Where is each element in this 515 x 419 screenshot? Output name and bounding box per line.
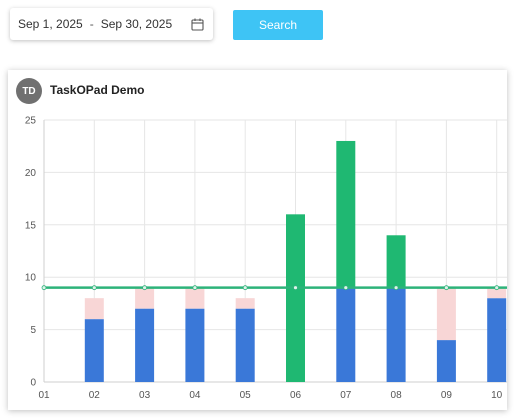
x-tick-label: 04	[189, 390, 201, 401]
y-tick-label: 25	[25, 116, 37, 127]
card-header: TD TaskOPad Demo	[8, 70, 507, 110]
bar-series-2	[336, 140, 356, 288]
reference-point	[142, 285, 148, 291]
reference-point	[91, 285, 97, 291]
calendar-icon[interactable]	[189, 16, 205, 32]
reference-point	[293, 285, 298, 291]
x-tick-label: 07	[340, 390, 352, 401]
bar-series-2	[286, 214, 305, 382]
bar-series-3	[235, 298, 255, 309]
y-tick-label: 0	[30, 378, 36, 389]
date-separator: -	[89, 17, 94, 31]
x-tick-label: 05	[240, 390, 252, 401]
bar-series-3	[436, 287, 456, 341]
reference-point	[41, 285, 47, 291]
reference-point	[242, 285, 248, 291]
x-tick-label: 01	[38, 390, 50, 401]
bar-series-1	[84, 319, 104, 382]
date-range-picker[interactable]: Sep 1, 2025 - Sep 30, 2025	[10, 8, 213, 40]
y-tick-label: 10	[25, 273, 37, 284]
bar-series-3	[135, 287, 155, 309]
card-title: TaskOPad Demo	[50, 83, 145, 97]
reference-point	[494, 285, 500, 291]
x-tick-label: 06	[290, 390, 302, 401]
avatar: TD	[16, 78, 42, 104]
x-tick-label: 03	[139, 390, 151, 401]
bar-series-1	[185, 308, 205, 382]
y-tick-label: 20	[25, 168, 37, 179]
bar-series-1	[336, 287, 356, 382]
y-tick-label: 5	[30, 325, 36, 336]
bar-series-1	[235, 308, 255, 382]
end-date[interactable]: Sep 30, 2025	[100, 17, 173, 31]
search-button[interactable]: Search	[233, 10, 323, 40]
bar-series-1	[386, 287, 406, 382]
reference-point	[443, 285, 449, 291]
bar-series-3	[185, 287, 205, 309]
x-tick-label: 09	[441, 390, 453, 401]
bar-series-1	[135, 308, 155, 382]
reference-point	[192, 285, 198, 291]
x-tick-label: 10	[491, 390, 503, 401]
bar-series-2	[386, 235, 406, 288]
reference-point	[393, 285, 399, 291]
chart-card: TD TaskOPad Demo 0 5 10 15 20 25 01 02 03 04 05 06 0…	[8, 70, 507, 410]
x-tick-label: 08	[391, 390, 403, 401]
x-tick-label: 02	[89, 390, 101, 401]
bar-series-3	[84, 298, 104, 320]
bar-series-1	[487, 298, 507, 382]
bar-series-3	[487, 287, 507, 299]
reference-point	[343, 285, 349, 291]
bar-series-1	[436, 340, 456, 382]
start-date[interactable]: Sep 1, 2025	[18, 17, 83, 31]
y-tick-label: 15	[25, 220, 37, 231]
